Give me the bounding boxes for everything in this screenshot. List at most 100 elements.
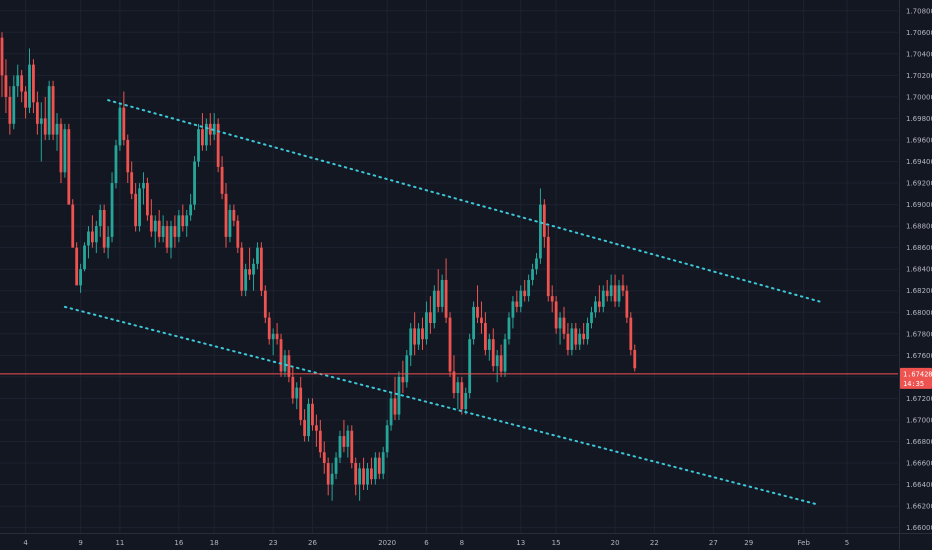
candle [204, 118, 208, 151]
candle-body-down [157, 220, 161, 237]
candle-body-up [244, 269, 248, 291]
candle [558, 312, 562, 345]
candle-body-down [444, 279, 448, 318]
candle [146, 177, 149, 221]
candle [535, 253, 538, 275]
candle [47, 80, 51, 140]
candle-body-down [299, 387, 303, 420]
candle [271, 328, 275, 356]
candle-body-up [228, 209, 232, 237]
candle [307, 398, 310, 442]
candle [428, 296, 432, 334]
candle-body-up [397, 376, 401, 415]
candle [389, 393, 393, 431]
candle [456, 376, 460, 410]
candle [240, 242, 244, 297]
candle [487, 333, 491, 361]
candle [425, 301, 428, 345]
candle-body-up [114, 145, 118, 184]
candle-body-up [212, 123, 216, 135]
candle [35, 91, 39, 135]
candle-body-up [138, 188, 141, 227]
candle-body-down [102, 209, 106, 248]
candle [87, 226, 90, 259]
candle [59, 118, 63, 184]
candle [413, 312, 417, 356]
candle-body-down [146, 183, 149, 216]
candle [43, 96, 47, 140]
candle-body-down [436, 290, 440, 307]
candle [63, 123, 67, 178]
candle-body-down [515, 301, 519, 307]
candle-body-down [279, 339, 283, 372]
candle-body-down [476, 306, 479, 318]
y-tick-label: 1.68800 [906, 223, 932, 231]
candle-body-down [326, 463, 330, 485]
candle-body-down [216, 123, 220, 167]
candle-body-up [161, 226, 165, 237]
candle [181, 204, 185, 232]
candle-body-up [539, 204, 542, 259]
candle-body-down [267, 317, 271, 340]
y-tick-label: 1.69600 [906, 136, 932, 144]
candle-body-down [20, 75, 24, 92]
candle [169, 220, 173, 259]
candle-body-down [574, 328, 578, 345]
candle [346, 425, 350, 458]
candle [79, 263, 82, 293]
candle [193, 156, 196, 210]
candle-body-up [609, 285, 613, 297]
candle-body-down [224, 193, 228, 237]
candle [625, 285, 629, 324]
candle [208, 113, 212, 146]
y-tick-label: 1.68000 [906, 309, 932, 317]
candle-body-up [590, 312, 593, 324]
candle-body-down [629, 317, 633, 350]
candle-body-down [566, 333, 570, 350]
candle-body-down [4, 75, 8, 97]
vertical-grid [25, 0, 848, 533]
candle-body-down [401, 376, 405, 383]
y-tick-label: 1.69200 [906, 180, 932, 188]
candle-body-up [503, 339, 507, 372]
candle [621, 274, 625, 297]
x-tick-label: 27 [709, 539, 718, 547]
candle-body-down [90, 231, 94, 243]
candle-body-down [377, 457, 381, 474]
candle [259, 242, 263, 297]
candle [102, 204, 106, 254]
candle [523, 279, 527, 302]
candle [358, 463, 362, 501]
candle-body-up [409, 328, 413, 356]
candle [613, 274, 617, 307]
y-tick-label: 1.70000 [906, 93, 932, 101]
candle [531, 263, 534, 286]
y-tick-label: 1.67600 [906, 352, 932, 360]
y-tick-label: 1.69400 [906, 158, 932, 166]
candle [582, 323, 586, 345]
time-axis[interactable]: 4 9 11 16 18 23 26 2020 6 8 13 15 20 22 27 29 Feb 5 [23, 539, 849, 547]
candle-body-down [59, 123, 63, 173]
y-tick-label: 1.66000 [906, 524, 932, 532]
candle [373, 452, 377, 485]
y-tick-label: 1.70200 [906, 72, 932, 80]
candle-body-down [315, 425, 318, 431]
candle [436, 269, 440, 313]
x-tick-label: 26 [308, 539, 317, 547]
candle [401, 360, 405, 394]
candle [157, 209, 161, 243]
candle-body-down [542, 204, 546, 237]
candle [315, 414, 318, 447]
candle [106, 226, 110, 259]
price-badge-bg [900, 367, 932, 389]
candle-body-up [79, 269, 82, 286]
candle-body-up [535, 258, 538, 270]
candle [574, 323, 578, 350]
candle-body-up [87, 231, 90, 246]
x-tick-label: 8 [460, 539, 464, 547]
candle-body-down [71, 204, 75, 248]
candle [220, 156, 224, 200]
x-tick-label: 11 [115, 539, 124, 547]
